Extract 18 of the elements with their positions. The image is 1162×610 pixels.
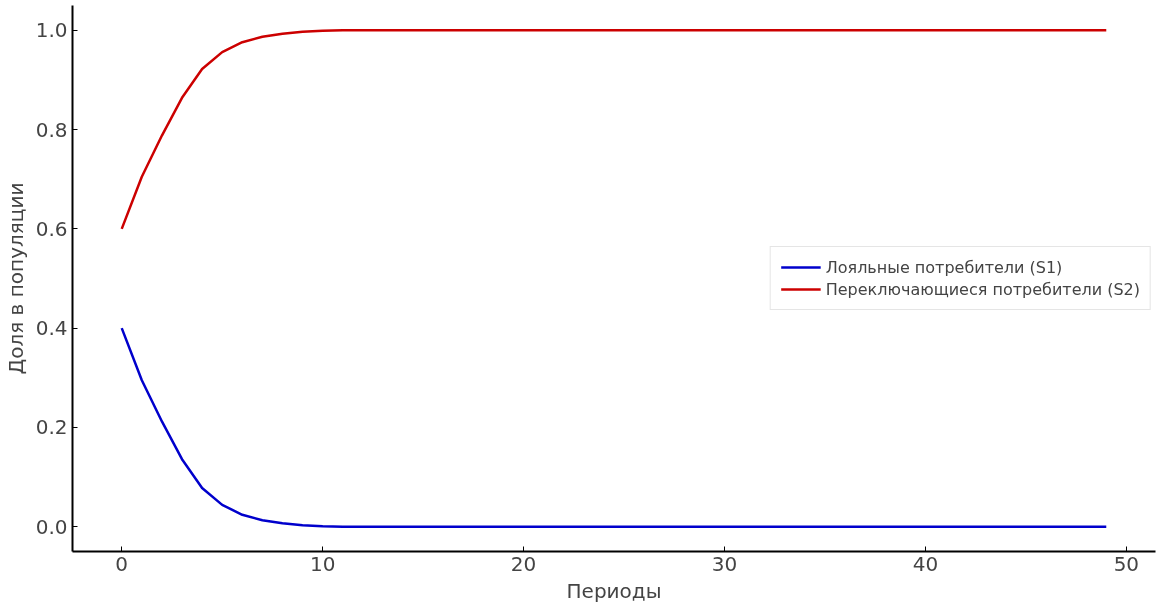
y-axis-title: Доля в популяции <box>3 182 28 375</box>
y-tick-label: 0.0 <box>35 514 68 539</box>
line-series <box>120 326 1108 528</box>
y-tick-label: 1.0 <box>35 18 68 43</box>
x-tick-label: 50 <box>1113 551 1140 576</box>
x-tick-label: 40 <box>912 551 939 576</box>
legend-label: Переключающиеся потребители (S2) <box>825 279 1140 299</box>
x-axis-title: Периоды <box>566 578 662 603</box>
x-tick-label: 10 <box>309 551 336 576</box>
x-tick-label: 0 <box>115 551 129 576</box>
y-tick-label: 0.2 <box>35 415 68 440</box>
legend-label: Лояльные потребители (S1) <box>825 257 1063 277</box>
y-tick-label: 0.8 <box>35 117 68 142</box>
y-tick-label: 0.4 <box>35 316 68 341</box>
y-tick-label: 0.6 <box>35 216 68 241</box>
x-tick-label: 30 <box>711 551 738 576</box>
x-tick-label: 20 <box>510 551 537 576</box>
line-series <box>120 29 1108 231</box>
